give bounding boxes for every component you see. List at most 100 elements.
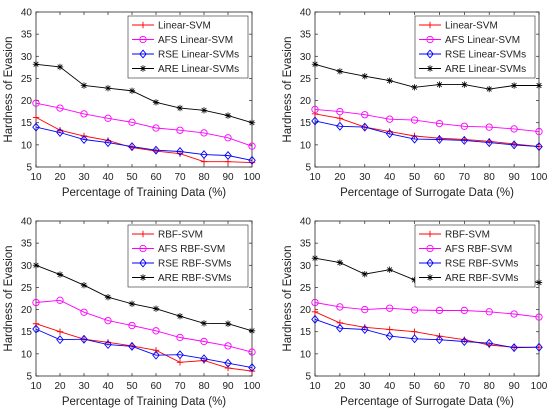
data-point <box>152 99 160 106</box>
data-point <box>248 348 256 356</box>
data-point <box>485 338 494 348</box>
series-line <box>35 328 253 369</box>
data-point <box>200 158 208 165</box>
y-tick-label: 15 <box>300 327 312 338</box>
y-tick-label: 35 <box>21 239 33 250</box>
x-tick-label: 10 <box>309 381 321 392</box>
y-tick-label: 25 <box>300 283 312 294</box>
x-tick-label: 100 <box>244 381 261 392</box>
x-tick-label: 80 <box>198 381 210 392</box>
y-tick-label: 30 <box>21 261 33 272</box>
data-point <box>128 300 136 308</box>
series-4 <box>32 262 256 335</box>
x-axis-label: Percentage of Surrogate Data (%) <box>340 187 514 199</box>
data-point <box>535 82 543 89</box>
data-point <box>386 77 393 84</box>
data-point <box>411 84 418 91</box>
series-line <box>35 63 253 124</box>
data-point <box>80 308 88 316</box>
legend-entry: RSE Linear-SVMs <box>445 50 526 61</box>
data-point <box>485 138 494 148</box>
data-point <box>485 308 493 316</box>
x-tick-label: 40 <box>102 381 114 392</box>
data-point <box>336 107 344 116</box>
legend-entry: AFS RBF-SVM <box>445 244 512 255</box>
data-point <box>311 105 319 114</box>
data-point <box>386 115 394 123</box>
x-tick-label: 20 <box>334 172 346 183</box>
legend-marker <box>426 21 434 29</box>
data-point <box>56 296 64 304</box>
data-point <box>56 335 64 345</box>
x-tick-label: 90 <box>222 381 234 392</box>
data-point <box>460 122 468 130</box>
series-line <box>314 302 540 318</box>
x-tick-label: 60 <box>150 172 162 183</box>
data-point <box>410 334 419 344</box>
data-point <box>535 127 543 136</box>
data-point <box>510 82 518 89</box>
legend-marker <box>426 49 434 59</box>
legend-marker <box>139 244 147 253</box>
data-point <box>311 255 319 262</box>
x-tick-label: 100 <box>531 172 548 183</box>
data-point <box>200 354 208 364</box>
series-2 <box>32 296 256 356</box>
series-line <box>314 63 539 90</box>
x-tick-label: 50 <box>409 172 421 183</box>
data-point <box>336 323 344 333</box>
data-point <box>56 127 64 137</box>
y-tick-label: 40 <box>21 8 33 19</box>
data-point <box>336 259 344 266</box>
legend-entry: ARE RBF-SVMs <box>158 273 231 284</box>
data-point <box>176 333 184 342</box>
data-point <box>104 114 112 122</box>
data-point <box>485 123 493 131</box>
x-tick-label: 70 <box>174 172 186 183</box>
y-tick-label: 25 <box>21 74 33 85</box>
data-point <box>336 121 344 131</box>
legend-entry: AFS Linear-SVM <box>158 35 233 46</box>
data-point <box>128 118 136 126</box>
data-point <box>152 145 160 155</box>
legend-marker <box>426 258 434 268</box>
x-axis-label: Percentage of Training Data (%) <box>62 396 226 408</box>
x-tick-label: 70 <box>174 381 186 392</box>
y-tick-label: 5 <box>26 372 32 383</box>
series-4 <box>311 61 543 93</box>
x-tick-label: 30 <box>359 172 371 183</box>
x-tick-label: 90 <box>509 381 521 392</box>
chart-panel-1: 10 20 30 40 50 60 70 80 90 100510152025303540Perc… <box>3 8 261 200</box>
data-point <box>386 326 393 333</box>
x-tick-label: 20 <box>54 172 66 183</box>
data-point <box>435 335 444 345</box>
legend: RBF-SVM AFS RBF-SVM RSE RBF-SVMs ARE RBF-SV… <box>414 224 536 288</box>
data-point <box>248 363 256 373</box>
y-tick-label: 5 <box>26 163 32 174</box>
data-point <box>361 305 369 314</box>
data-point <box>128 321 136 330</box>
data-point <box>176 359 184 366</box>
y-tick-label: 40 <box>300 217 312 228</box>
y-tick-label: 20 <box>300 96 312 107</box>
data-point <box>56 63 64 71</box>
data-point <box>436 81 443 88</box>
y-tick-label: 40 <box>300 8 312 19</box>
series-2 <box>311 105 543 136</box>
legend: Linear-SVM AFS Linear-SVM RSE Linear-SVMs A… <box>414 15 536 79</box>
x-tick-label: 50 <box>409 381 421 392</box>
x-tick-label: 60 <box>434 381 446 392</box>
x-tick-label: 100 <box>531 381 548 392</box>
data-point <box>510 310 518 318</box>
legend-marker <box>426 35 434 44</box>
x-tick-label: 30 <box>359 381 371 392</box>
series-line <box>35 102 253 147</box>
data-point <box>248 142 256 150</box>
data-point <box>460 306 468 315</box>
data-point <box>176 147 184 156</box>
data-point <box>80 135 88 145</box>
data-point <box>248 119 256 126</box>
data-point <box>336 115 344 122</box>
data-point <box>410 306 419 314</box>
